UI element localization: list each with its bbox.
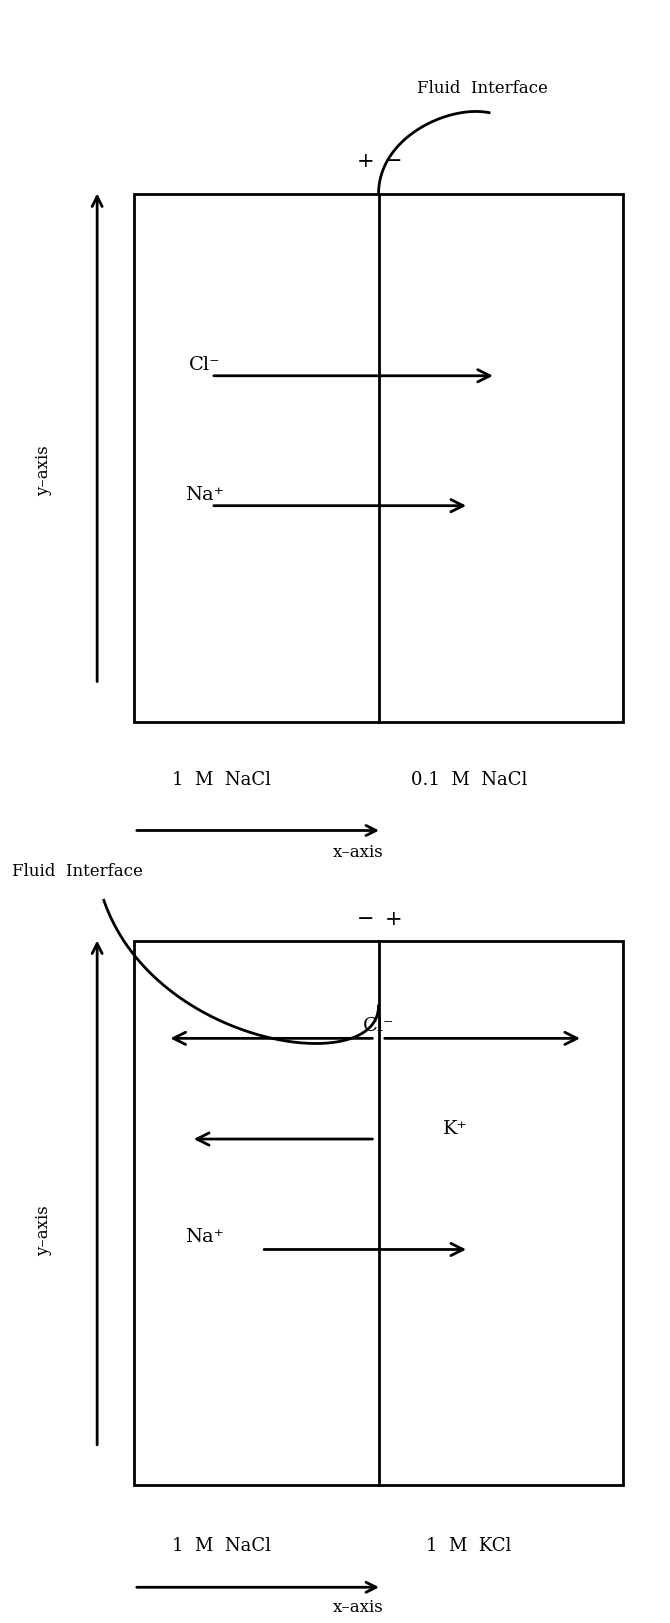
Text: −: − [356,909,374,928]
Text: +: + [356,151,374,170]
Text: +: + [385,909,402,928]
Text: 1  M  KCl: 1 M KCl [426,1535,512,1555]
Text: Fluid  Interface: Fluid Interface [417,81,548,97]
Text: −: − [385,151,402,170]
Text: x–axis: x–axis [333,1599,384,1615]
Text: Cl⁻: Cl⁻ [189,355,220,375]
Text: 1  M  NaCl: 1 M NaCl [172,769,271,789]
Text: 1  M  NaCl: 1 M NaCl [172,1535,271,1555]
Text: x–axis: x–axis [333,844,384,860]
Text: Cl⁻: Cl⁻ [363,1016,394,1035]
Text: Fluid  Interface: Fluid Interface [11,863,143,880]
Text: Na⁺: Na⁺ [185,1227,224,1246]
Bar [134,195,623,722]
Text: 0.1  M  NaCl: 0.1 M NaCl [411,769,527,789]
Text: y–axis: y–axis [35,1204,52,1256]
Text: K⁺: K⁺ [444,1118,468,1138]
Text: Na⁺: Na⁺ [185,485,224,505]
Text: y–axis: y–axis [35,445,52,497]
Bar [134,941,623,1485]
